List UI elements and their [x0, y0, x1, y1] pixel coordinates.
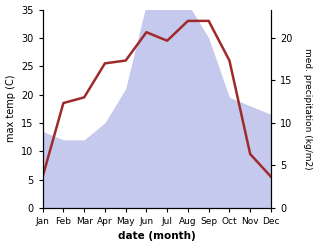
X-axis label: date (month): date (month)	[118, 231, 196, 242]
Y-axis label: med. precipitation (kg/m2): med. precipitation (kg/m2)	[303, 48, 313, 169]
Y-axis label: max temp (C): max temp (C)	[5, 75, 16, 143]
